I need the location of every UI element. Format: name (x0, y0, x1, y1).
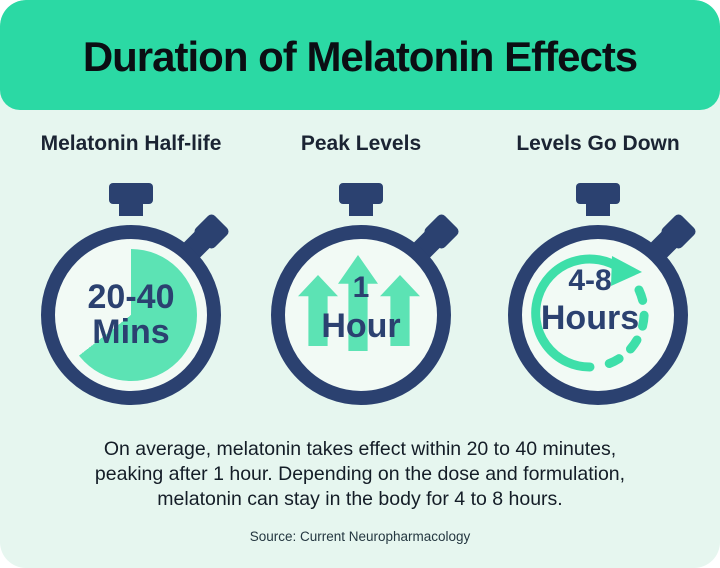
value-unit: Hour (321, 307, 401, 345)
column-half-life: Melatonin Half-life 20-40 Mins (21, 110, 241, 433)
stopwatch-top-stem (586, 202, 610, 216)
value-unit: Mins (92, 313, 170, 351)
stopwatch-arrows-up-icon: 1 Hour (271, 183, 461, 433)
source-citation: Source: Current Neuropharmacology (249, 529, 471, 544)
value-number: 1 (352, 271, 370, 304)
stopwatch-face: 4-8 Hours (508, 225, 688, 405)
stopwatch-pie-icon: 20-40 Mins (41, 183, 231, 433)
page-title: Duration of Melatonin Effects (82, 33, 638, 80)
stopwatch-top-stem (349, 202, 373, 216)
column-label: Melatonin Half-life (40, 132, 222, 155)
stopwatch-face: 1 Hour (271, 225, 451, 405)
summary-paragraph: On average, melatonin takes effect withi… (30, 437, 690, 512)
cycle-arrow-icon (531, 254, 649, 372)
summary-line: peaking after 1 hour. Depending on the d… (94, 463, 626, 485)
pie-wedge-icon (65, 249, 197, 381)
figures-row: Melatonin Half-life 20-40 Mins Peak Leve… (0, 110, 720, 430)
value-number: 4-8 (568, 264, 612, 297)
duration-value: 20-40 Mins (41, 225, 221, 405)
stopwatch-top-stem (119, 202, 143, 216)
stopwatch-top-button (339, 183, 383, 204)
summary-line: melatonin can stay in the body for 4 to … (157, 488, 563, 510)
header-banner: Duration of Melatonin Effects (0, 0, 720, 110)
column-label: Levels Go Down (516, 132, 680, 155)
stopwatch-top-button (109, 183, 153, 204)
stopwatch-cycle-icon: 4-8 Hours (508, 183, 698, 433)
stopwatch-top-button (576, 183, 620, 204)
value-number: 20-40 (87, 277, 175, 316)
value-unit: Hours (540, 299, 640, 337)
column-peak-levels: Peak Levels 1 Hour (251, 110, 471, 433)
column-levels-go-down: Levels Go Down 4-8 Hours (488, 110, 708, 433)
stopwatch-face: 20-40 Mins (41, 225, 221, 405)
column-label: Peak Levels (300, 132, 422, 155)
summary-line: On average, melatonin takes effect withi… (103, 438, 617, 460)
